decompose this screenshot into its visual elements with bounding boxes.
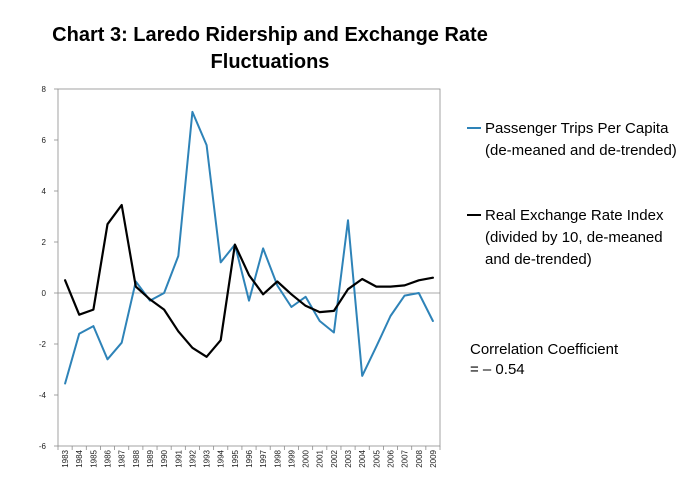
x-tick-label: 1995 [231,449,240,467]
y-tick-label: 6 [42,136,47,145]
plot-border [57,88,441,447]
y-tick-label: 8 [42,85,47,94]
x-axis: 1983 1984 1985 1986 1987 1988 1989 1990 1991 1992… [57,446,441,468]
correlation-value: = – 0.54 [470,361,525,378]
x-tick-label: 1983 [61,449,70,467]
y-axis: -6 -4 -2 0 2 4 6 8 [39,85,58,451]
x-tick-label: 1992 [188,449,197,467]
x-tick-label: 1985 [89,449,98,467]
x-tick-label: 1991 [174,449,183,467]
x-tick-label: 2001 [316,449,325,467]
y-tick-label: -2 [39,340,47,349]
x-tick-label: 1987 [118,449,127,467]
chart-title: Chart 3: Laredo Ridership and Exchange R… [40,22,500,76]
legend-swatch-exchange-rate [467,214,481,216]
chart-title-line2: Fluctuations [210,51,330,73]
y-tick-label: -4 [39,391,47,400]
x-tick-label: 2000 [302,449,311,467]
y-tick-label: 0 [42,289,47,298]
x-tick-label: 2003 [344,449,353,467]
y-tick-label: 4 [42,187,47,196]
x-tick-label: 1994 [217,449,226,467]
legend-label-exchange-rate: Real Exchange Rate Index (divided by 10,… [485,207,664,268]
legend-swatch-passenger-trips [467,127,481,129]
chart-title-line1: Chart 3: Laredo Ridership and Exchange R… [52,24,488,46]
x-tick-label: 1993 [203,449,212,467]
plot-area [57,88,441,447]
x-tick-label: 1996 [245,449,254,467]
x-tick-label: 2005 [372,449,381,467]
x-tick-label: 1998 [273,449,282,467]
y-tick-label: -6 [39,442,47,451]
x-tick-label: 1989 [146,449,155,467]
y-tick-label: 2 [42,238,47,247]
x-tick-label: 2006 [386,449,395,467]
x-tick-label: 2007 [401,449,410,467]
correlation-annotation: Correlation Coefficient = – 0.54 [470,340,618,380]
series-line-passenger-trips [64,110,434,385]
x-tick-label: 2009 [429,449,438,467]
series-line-exchange-rate [63,203,434,358]
x-tick-label: 1984 [75,449,84,467]
x-tick-label: 2002 [330,449,339,467]
legend-item-exchange-rate: Real Exchange Rate Index (divided by 10,… [467,205,677,271]
correlation-label: Correlation Coefficient [470,341,619,358]
x-tick-label: 1997 [259,449,268,467]
legend-label-passenger-trips: Passenger Trips Per Capita (de-meaned an… [485,120,677,159]
x-tick-label: 2004 [358,449,367,467]
legend-item-passenger-trips: Passenger Trips Per Capita (de-meaned an… [467,118,677,162]
series-lines [63,110,434,385]
x-tick-label: 1999 [287,449,296,467]
x-tick-label: 1988 [132,449,141,467]
x-tick-label: 1986 [104,449,113,467]
x-tick-label: 2008 [415,449,424,467]
x-tick-label: 1990 [160,449,169,467]
